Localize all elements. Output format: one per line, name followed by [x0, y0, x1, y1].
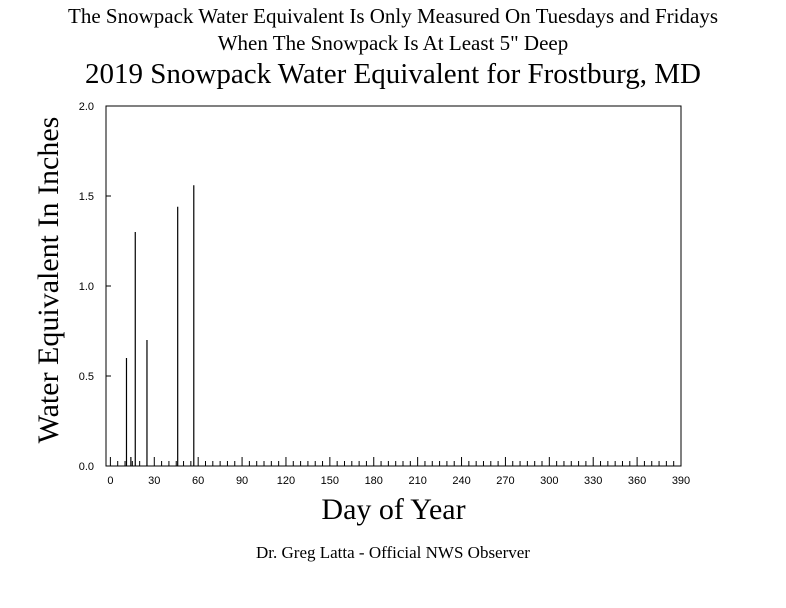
x-tick-label: 30: [148, 475, 160, 487]
x-minor-ticks: [117, 461, 675, 466]
x-tick-label: 0: [107, 475, 113, 487]
x-tick-label: 150: [321, 475, 339, 487]
x-tick-label: 90: [236, 475, 248, 487]
data-bars: [125, 185, 195, 466]
chart-note-line-1: The Snowpack Water Equivalent Is Only Me…: [68, 4, 718, 28]
y-tick-label: 2.0: [79, 101, 94, 113]
y-tick-label: 0.5: [79, 371, 94, 383]
observer-credit: Dr. Greg Latta - Official NWS Observer: [256, 543, 530, 562]
y-tick-label: 1.5: [79, 191, 94, 203]
y-tick-label: 1.0: [79, 281, 94, 293]
x-tick-label: 210: [408, 475, 426, 487]
y-axis-title: Water Equivalent In Inches: [32, 117, 65, 444]
y-axis-ticks: 0.0 0.5 1.0 1.5 2.0: [79, 101, 111, 473]
y-tick-label: 0.0: [79, 461, 94, 473]
plot-area: [105, 105, 682, 467]
x-tick-label: 240: [452, 475, 470, 487]
x-tick-label: 300: [540, 475, 558, 487]
x-tick-label: 360: [628, 475, 646, 487]
x-tick-label: 330: [584, 475, 602, 487]
chart-title: 2019 Snowpack Water Equivalent for Frost…: [85, 58, 701, 90]
x-tick-label: 390: [672, 475, 690, 487]
x-tick-label: 180: [365, 475, 383, 487]
x-tick-label: 60: [192, 475, 204, 487]
x-axis-title: Day of Year: [321, 493, 465, 526]
x-tick-label: 120: [277, 475, 295, 487]
x-tick-label: 270: [496, 475, 514, 487]
chart-note-line-2: When The Snowpack Is At Least 5" Deep: [217, 31, 569, 55]
x-axis-ticks: 0 30 60 90 120 150 180 210 240 270 300 330 360 390: [107, 457, 690, 487]
